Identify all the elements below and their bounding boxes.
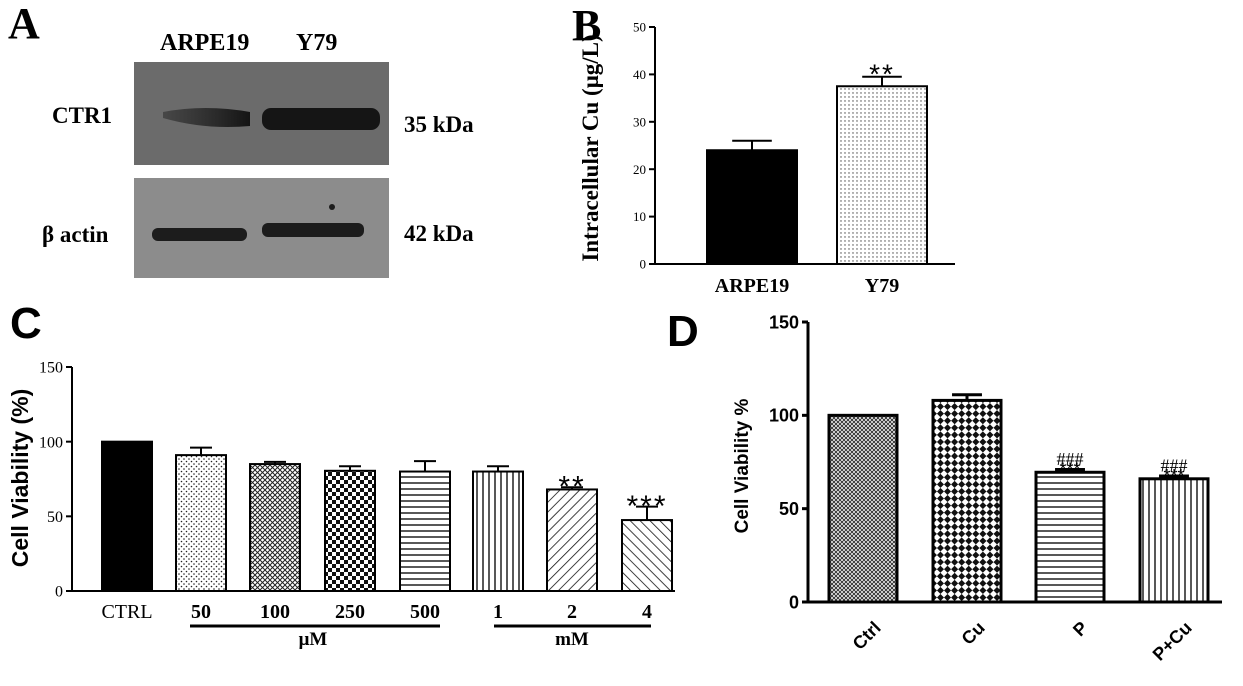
- band-size-ctr1: 35 kDa: [404, 112, 474, 137]
- chart-c-category-label: CTRL: [101, 601, 152, 623]
- chart-b-bar: [706, 149, 798, 266]
- chart-d-significance-label-2: ###: [1057, 449, 1084, 469]
- chart-c-ytick-label: 100: [39, 434, 63, 451]
- chart-b-ytick-label: 50: [633, 20, 646, 35]
- chart-d-ytick-label: 50: [779, 499, 799, 519]
- band-actin-y79: [262, 223, 364, 237]
- chart-b-ytick-label: 30: [633, 114, 646, 129]
- chart-d-significance-label: ***: [1059, 460, 1080, 480]
- chart-d-category-label: P: [1069, 618, 1092, 641]
- chart-d-significance-label: ***: [1163, 466, 1184, 486]
- chart-d-ytick-label: 0: [789, 592, 799, 612]
- chart-c-ylabel: Cell Viability (%): [7, 389, 33, 568]
- panel-c: C Cell Viability (%) 0 50 100 150 CTRL 50 100 2…: [7, 299, 675, 650]
- chart-d-ytick-label: 100: [769, 406, 799, 426]
- chart-c-bar: [175, 454, 227, 592]
- chart-c-category-label: 1: [493, 601, 503, 623]
- chart-b-ytick-label: 20: [633, 162, 646, 177]
- band-actin-arpe19: [152, 228, 247, 241]
- group-label-um: μM: [299, 629, 328, 650]
- blot-speck: [329, 204, 335, 210]
- chart-c-bar: [249, 463, 301, 593]
- chart-d-category-label: P+Cu: [1149, 618, 1196, 665]
- chart-c-category-label: 50: [191, 601, 211, 623]
- band-ctr1-arpe19: [163, 108, 250, 127]
- panel-letter-b: B: [572, 1, 601, 50]
- chart-d-ytick-label: 150: [769, 312, 799, 332]
- chart-c-category-label: 100: [260, 601, 290, 623]
- chart-c-ytick-label: 50: [47, 509, 63, 526]
- chart-b: 0 10 20 30 40 50 ARPE19 ** Y79: [633, 20, 955, 297]
- chart-c-bar: [324, 469, 376, 592]
- band-size-actin: 42 kDa: [404, 221, 474, 246]
- chart-c-bar: [546, 488, 598, 593]
- chart-d-bar: [1034, 470, 1106, 604]
- chart-d-bar: [827, 413, 899, 604]
- chart-c-bar: [621, 519, 673, 592]
- chart-b-significance-label: **: [869, 58, 895, 89]
- chart-b-ytick-label: 0: [640, 257, 647, 272]
- chart-b-ylabel: Intracellular Cu (μg/L): [578, 34, 603, 261]
- chart-c-bar: [399, 470, 451, 592]
- chart-d-bar: [931, 398, 1003, 604]
- chart-c-significance-label: **: [558, 471, 585, 504]
- chart-c-category-label: 250: [335, 601, 365, 623]
- lane-label-arpe19: ARPE19: [160, 30, 249, 56]
- panel-letter-a: A: [8, 0, 40, 48]
- chart-d-significance-label-2: ###: [1161, 455, 1188, 475]
- chart-b-category-label: Y79: [865, 275, 899, 297]
- chart-b-ytick-label: 10: [633, 209, 646, 224]
- chart-c-bar: [101, 440, 153, 592]
- group-label-mm: mM: [555, 629, 589, 650]
- panel-letter-c: C: [10, 299, 42, 348]
- band-label-actin: β actin: [42, 222, 109, 247]
- chart-c-significance-label: ***: [626, 490, 667, 523]
- chart-d-category-label: Cu: [958, 618, 989, 649]
- chart-c-category-label: 500: [410, 601, 440, 623]
- chart-c-category-label: 4: [642, 601, 652, 623]
- lane-label-y79: Y79: [296, 30, 337, 56]
- chart-b-category-label: ARPE19: [715, 275, 789, 297]
- band-ctr1-y79: [262, 108, 380, 130]
- chart-c-ytick-label: 0: [55, 584, 63, 601]
- chart-c: 0 50 100 150 CTRL 50 100 250 500 1 ** 2 *** 4: [39, 360, 675, 623]
- chart-d-category-label: Ctrl: [849, 618, 885, 654]
- chart-d-ylabel: Cell Viability %: [732, 398, 753, 533]
- chart-b-bar: [836, 85, 928, 265]
- panel-b: B Intracellular Cu (μg/L) 0 10 20 30 40 50 ARP…: [572, 1, 955, 297]
- panel-a: A ARPE19 Y79 CTR1 35 kDa β actin 42 kDa: [8, 0, 474, 278]
- chart-c-ytick-label: 150: [39, 360, 63, 377]
- panel-letter-d: D: [667, 307, 699, 356]
- chart-d-bar: [1138, 477, 1210, 604]
- chart-c-bar: [472, 470, 524, 592]
- band-label-ctr1: CTR1: [52, 103, 112, 128]
- chart-b-ytick-label: 40: [633, 67, 646, 82]
- chart-c-category-label: 2: [567, 601, 577, 623]
